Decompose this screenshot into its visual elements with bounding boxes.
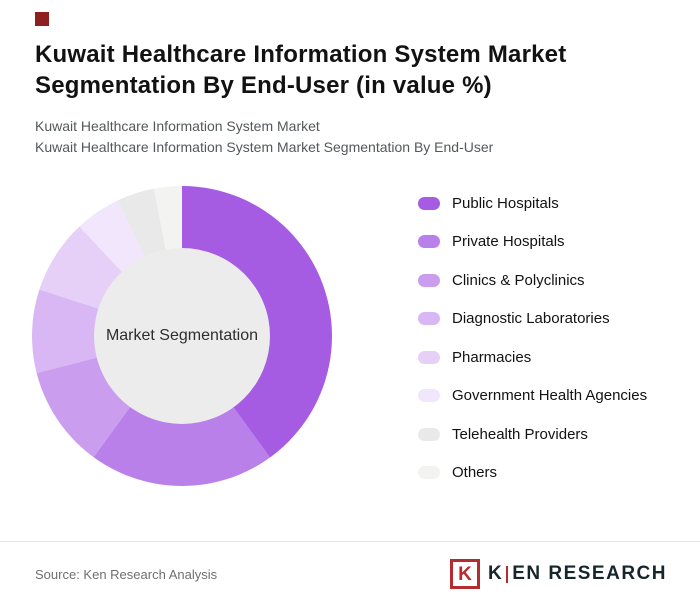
donut-center: Market Segmentation (94, 248, 270, 424)
donut-center-label: Market Segmentation (105, 327, 259, 344)
subtitle-line-1: Kuwait Healthcare Information System Mar… (35, 118, 320, 134)
legend-item: Clinics & Polyclinics (418, 271, 647, 289)
legend-swatch (418, 312, 440, 325)
subtitle-line-2: Kuwait Healthcare Information System Mar… (35, 139, 494, 155)
logo-wordmark: K EN RESEARCH (488, 563, 667, 585)
legend-label: Clinics & Polyclinics (452, 271, 585, 289)
legend-item: Private Hospitals (418, 233, 647, 251)
legend-item: Diagnostic Laboratories (418, 310, 647, 328)
legend-label: Private Hospitals (452, 233, 565, 250)
legend-swatch (418, 350, 440, 364)
legend-swatch (418, 235, 440, 248)
legend-item: Telehealth Providers (418, 425, 647, 443)
logo-separator-bar (506, 565, 509, 583)
legend-label: Public Hospitals (452, 194, 559, 212)
logo-box-letter: K (458, 563, 472, 585)
source-text: Source: Ken Research Analysis (35, 566, 218, 582)
footer-divider (0, 541, 700, 542)
legend-swatch (418, 273, 440, 287)
subtitle-block: Kuwait Healthcare Information System Mar… (35, 116, 665, 158)
page-title: Kuwait Healthcare Information System Mar… (35, 41, 567, 99)
ken-research-logo: K K EN RESEARCH (449, 559, 667, 589)
legend-item: Pharmacies (418, 348, 647, 366)
legend-item: Public Hospitals (418, 194, 647, 212)
legend-label: Pharmacies (452, 348, 532, 366)
logo-k-icon: K (449, 559, 480, 589)
legend-item: Government Health Agencies (418, 387, 647, 405)
legend-swatch (418, 466, 440, 479)
legend: Public Hospitals Private Hospitals Clini… (418, 194, 647, 482)
logo-rest-text: EN RESEARCH (512, 563, 667, 584)
legend-swatch (418, 389, 440, 402)
chart-area: Market Segmentation Public Hospitals Pri… (32, 186, 665, 486)
accent-square (35, 12, 49, 26)
legend-label: Others (452, 464, 498, 481)
legend-swatch (418, 427, 440, 441)
legend-label: Telehealth Providers (452, 425, 588, 443)
logo-first-letter: K (487, 563, 504, 584)
legend-label: Government Health Agencies (452, 387, 648, 404)
footer: Source: Ken Research Analysis K K EN RES… (35, 542, 667, 606)
legend-swatch (418, 196, 440, 210)
legend-item: Others (418, 464, 647, 482)
legend-label: Diagnostic Laboratories (452, 310, 610, 327)
donut-chart: Market Segmentation (32, 186, 332, 486)
